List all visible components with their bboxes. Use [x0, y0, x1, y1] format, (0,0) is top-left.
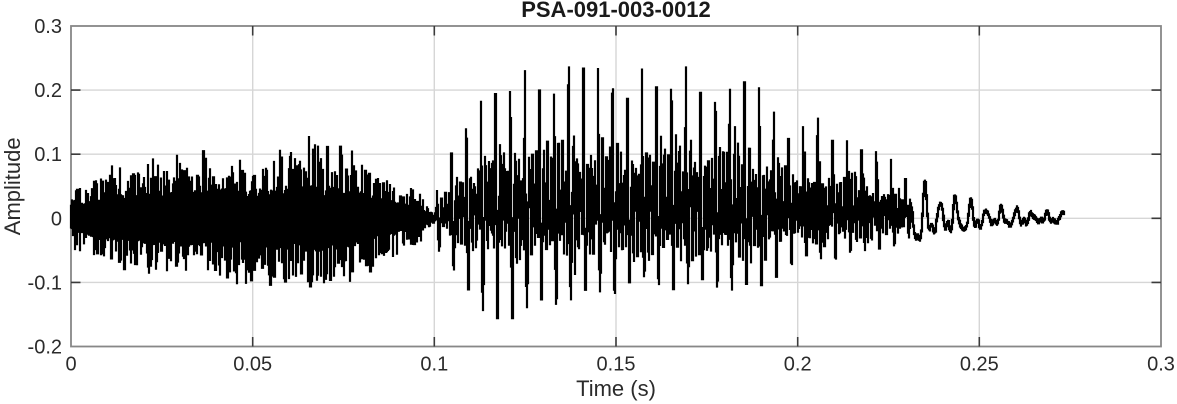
svg-text:0.1: 0.1 [420, 354, 448, 376]
svg-text:-0.2: -0.2 [28, 337, 62, 359]
svg-text:0: 0 [51, 208, 62, 230]
svg-text:PSA-091-003-0012: PSA-091-003-0012 [521, 0, 711, 22]
svg-text:0.15: 0.15 [597, 354, 636, 376]
svg-text:Amplitude: Amplitude [0, 137, 25, 235]
svg-text:0.1: 0.1 [34, 144, 62, 166]
svg-text:0.2: 0.2 [34, 80, 62, 102]
svg-text:0.25: 0.25 [960, 354, 999, 376]
svg-text:0.05: 0.05 [233, 354, 272, 376]
svg-text:-0.1: -0.1 [28, 272, 62, 294]
svg-text:Time (s): Time (s) [576, 376, 656, 401]
svg-text:0.3: 0.3 [1147, 354, 1175, 376]
svg-text:0.3: 0.3 [34, 16, 62, 38]
svg-text:0.2: 0.2 [784, 354, 812, 376]
svg-text:0: 0 [65, 354, 76, 376]
